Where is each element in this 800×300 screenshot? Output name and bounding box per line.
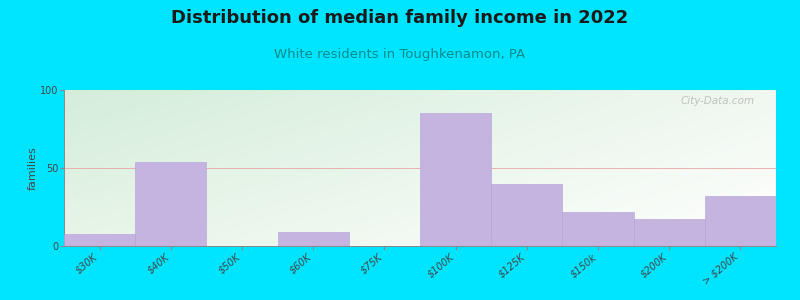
Bar (562, 212, 634, 246)
Bar (491, 184, 562, 246)
Bar (420, 113, 491, 246)
Text: White residents in Toughkenamon, PA: White residents in Toughkenamon, PA (274, 48, 526, 61)
Bar (634, 220, 705, 246)
Y-axis label: families: families (27, 146, 38, 190)
Bar (705, 196, 776, 246)
Text: City-Data.com: City-Data.com (681, 96, 754, 106)
Bar (64, 233, 135, 246)
Bar (278, 232, 349, 246)
Bar (135, 162, 206, 246)
Text: Distribution of median family income in 2022: Distribution of median family income in … (171, 9, 629, 27)
